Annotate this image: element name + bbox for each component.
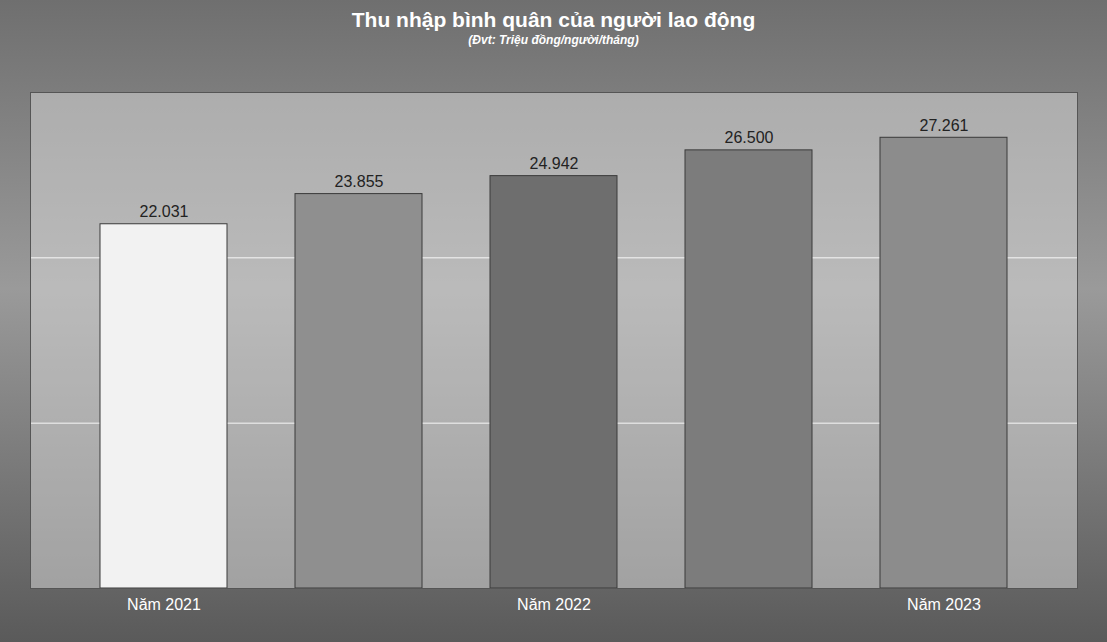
svg-text:Năm 2022: Năm 2022 [517, 596, 591, 613]
html-text:(Đvt: Triệu đồng/người/tháng): (Đvt: Triệu đồng/người/tháng) [468, 33, 639, 47]
html-text:Thu nhập bình quân của người l: Thu nhập bình quân của người lao động [351, 8, 756, 31]
svg-text:Năm 2023: Năm 2023 [907, 596, 981, 613]
svg-text:24.942: 24.942 [530, 155, 579, 172]
svg-text:26.500: 26.500 [725, 129, 774, 146]
svg-text:23.855: 23.855 [335, 173, 384, 190]
svg-text:Năm 2021: Năm 2021 [127, 596, 201, 613]
svg-text:27.261: 27.261 [920, 117, 969, 134]
svg-text:22.031: 22.031 [140, 203, 189, 220]
